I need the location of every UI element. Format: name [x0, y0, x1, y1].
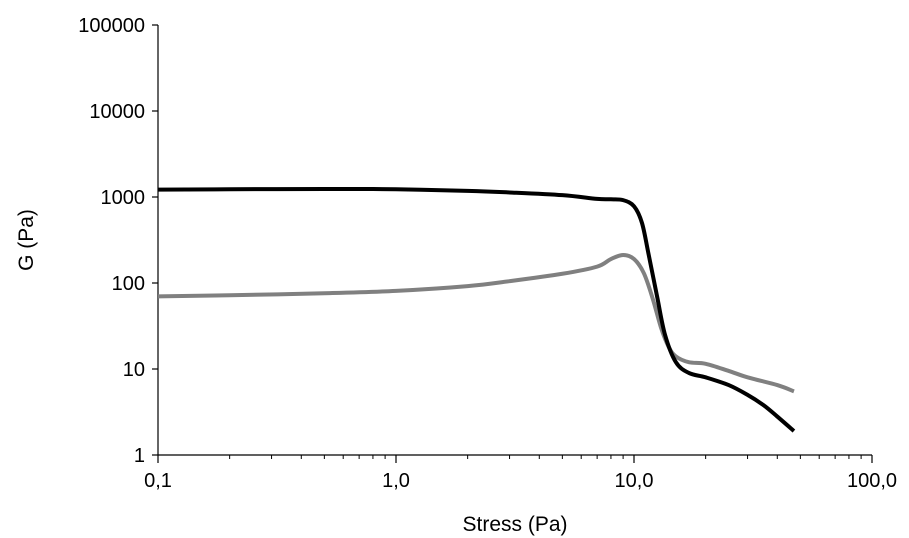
axes — [157, 25, 872, 456]
y-tick-label: 10000 — [89, 101, 145, 123]
x-tick-label: 1,0 — [382, 470, 410, 492]
y-tick-label: 100 — [112, 273, 145, 295]
series-line-2 — [157, 252, 795, 394]
x-tick-label: 10,0 — [615, 470, 654, 492]
tick-labels: 1 10 100 1000 10000 100000 0,1 1,0 10,0 100,0 — [78, 15, 897, 492]
series-lines — [157, 186, 796, 433]
y-tick-label: 100000 — [78, 15, 145, 37]
series-line-1 — [157, 186, 796, 433]
x-tick-label: 100,0 — [847, 470, 897, 492]
y-tick-label: 1 — [134, 445, 145, 467]
y-tick-label: 10 — [123, 359, 145, 381]
x-axis-label: Stress (Pa) — [462, 513, 567, 536]
tick-marks — [152, 24, 873, 463]
x-tick-label: 0,1 — [144, 470, 172, 492]
y-axis-label: G (Pa) — [15, 209, 38, 271]
y-tick-label: 1000 — [101, 187, 146, 209]
